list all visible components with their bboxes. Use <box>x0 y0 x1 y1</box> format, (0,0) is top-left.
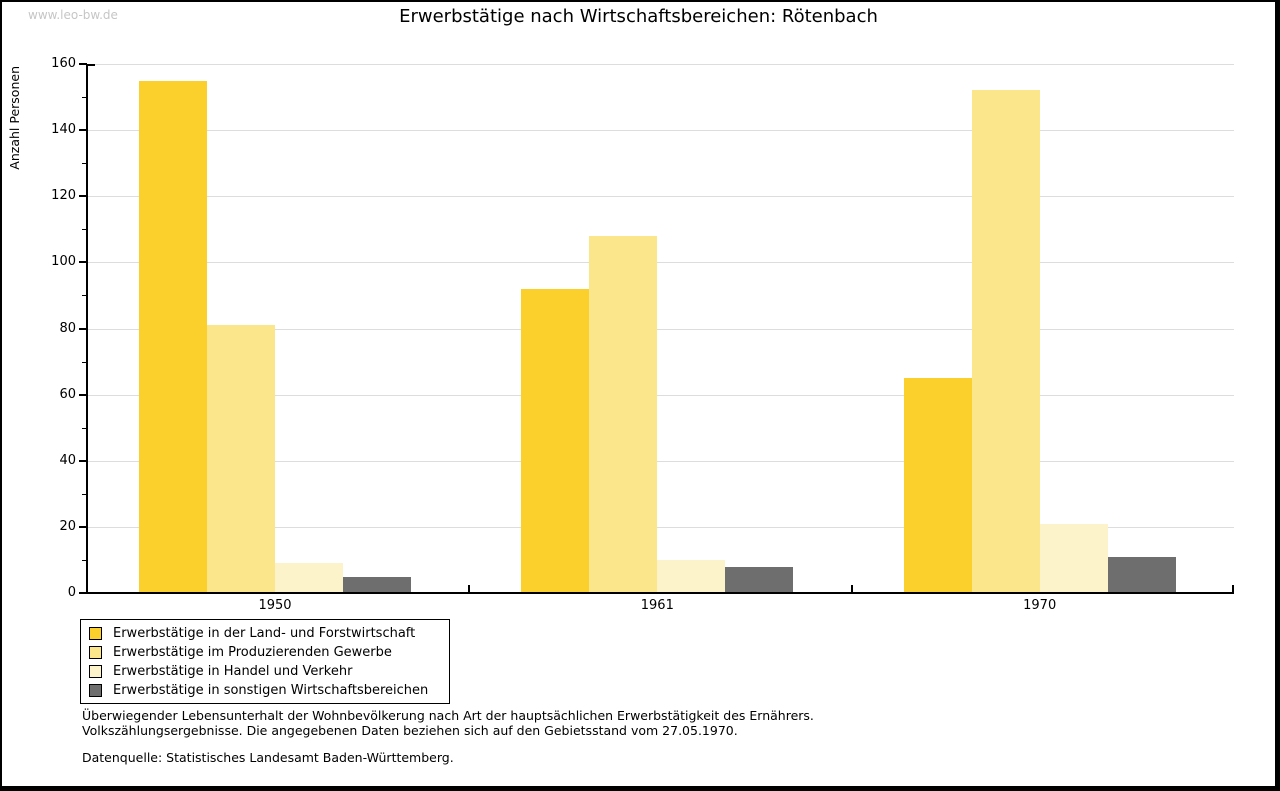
footnote: Überwiegender Lebensunterhalt der Wohnbe… <box>82 708 814 766</box>
y-axis-line <box>86 64 88 594</box>
y-tick-100 <box>79 261 87 263</box>
bar-series3-1950 <box>275 563 343 593</box>
gridline-y-20 <box>88 527 1234 528</box>
gridline-y-120 <box>88 196 1234 197</box>
x-axis-end-tick <box>1232 585 1234 593</box>
legend-swatch-icon <box>89 646 102 659</box>
bar-series1-1961 <box>521 288 590 593</box>
x-axis-separator-2 <box>850 585 853 593</box>
gridline-y-160 <box>88 64 1234 65</box>
legend-label: Erwerbstätige in sonstigen Wirtschaftsbe… <box>113 683 429 698</box>
y-tick-60 <box>79 394 87 396</box>
y-tick-80 <box>79 328 87 330</box>
y-minor-tick-50 <box>82 428 87 429</box>
legend-swatch-icon <box>89 627 102 640</box>
watermark: www.leo-bw.de <box>28 8 118 22</box>
y-tick-label-60: 60 <box>59 387 76 402</box>
gridline-y-60 <box>88 395 1234 396</box>
y-minor-tick-70 <box>82 362 87 363</box>
legend-item-4: Erwerbstätige in sonstigen Wirtschaftsbe… <box>81 681 449 700</box>
y-tick-label-100: 100 <box>51 254 76 269</box>
legend-item-1: Erwerbstätige in der Land- und Forstwirt… <box>81 624 449 643</box>
x-tick-label-1970: 1970 <box>1023 598 1057 613</box>
gridline-y-100 <box>88 262 1234 263</box>
legend: Erwerbstätige in der Land- und Forstwirt… <box>80 619 450 704</box>
x-tick-label-1950: 1950 <box>258 598 292 613</box>
gridline-y-140 <box>88 130 1234 131</box>
y-minor-tick-10 <box>82 560 87 561</box>
legend-item-2: Erwerbstätige im Produzierenden Gewerbe <box>81 643 449 662</box>
y-tick-label-120: 120 <box>51 188 76 203</box>
legend-label: Erwerbstätige im Produzierenden Gewerbe <box>113 645 392 660</box>
y-axis-end-tick <box>86 64 95 66</box>
y-tick-label-140: 140 <box>51 122 76 137</box>
bar-series1-1950 <box>139 80 207 593</box>
y-tick-0 <box>79 592 87 594</box>
y-tick-20 <box>79 526 87 528</box>
legend-label: Erwerbstätige in Handel und Verkehr <box>113 664 353 679</box>
gridline-y-40 <box>88 461 1234 462</box>
data-source: Datenquelle: Statistisches Landesamt Bad… <box>82 750 454 765</box>
page-title: Erwerbstätige nach Wirtschaftsbereichen:… <box>399 6 878 27</box>
footnote-line-2: Volkszählungsergebnisse. Die angegebenen… <box>82 722 738 738</box>
bar-series1-1970 <box>903 378 972 593</box>
y-tick-label-40: 40 <box>59 453 76 468</box>
y-minor-tick-130 <box>82 163 87 164</box>
x-axis-separator-1 <box>468 585 471 593</box>
y-tick-label-160: 160 <box>51 56 76 71</box>
bar-series2-1970 <box>971 90 1040 593</box>
y-minor-tick-110 <box>82 229 87 230</box>
bar-series4-1950 <box>343 576 411 593</box>
x-axis-line <box>86 592 1234 594</box>
y-minor-tick-30 <box>82 494 87 495</box>
y-tick-label-80: 80 <box>59 321 76 336</box>
y-minor-tick-90 <box>82 295 87 296</box>
legend-item-3: Erwerbstätige in Handel und Verkehr <box>81 662 449 681</box>
y-tick-140 <box>79 129 87 131</box>
bar-series4-1970 <box>1107 556 1176 593</box>
y-tick-120 <box>79 195 87 197</box>
bar-series2-1961 <box>589 235 658 593</box>
footnote-line-1: Überwiegender Lebensunterhalt der Wohnbe… <box>82 708 814 723</box>
bar-series3-1970 <box>1039 523 1108 593</box>
y-tick-40 <box>79 460 87 462</box>
y-minor-tick-150 <box>82 97 87 98</box>
bar-series3-1961 <box>657 559 726 593</box>
legend-label: Erwerbstätige in der Land- und Forstwirt… <box>113 626 416 641</box>
y-tick-160 <box>79 63 87 65</box>
bar-series4-1961 <box>725 566 794 593</box>
legend-swatch-icon <box>89 665 102 678</box>
y-tick-label-0: 0 <box>67 585 76 600</box>
gridline-y-80 <box>88 329 1234 330</box>
y-tick-label-20: 20 <box>59 519 76 534</box>
legend-swatch-icon <box>89 684 102 697</box>
bar-series2-1950 <box>207 325 275 593</box>
x-tick-label-1961: 1961 <box>640 598 674 613</box>
